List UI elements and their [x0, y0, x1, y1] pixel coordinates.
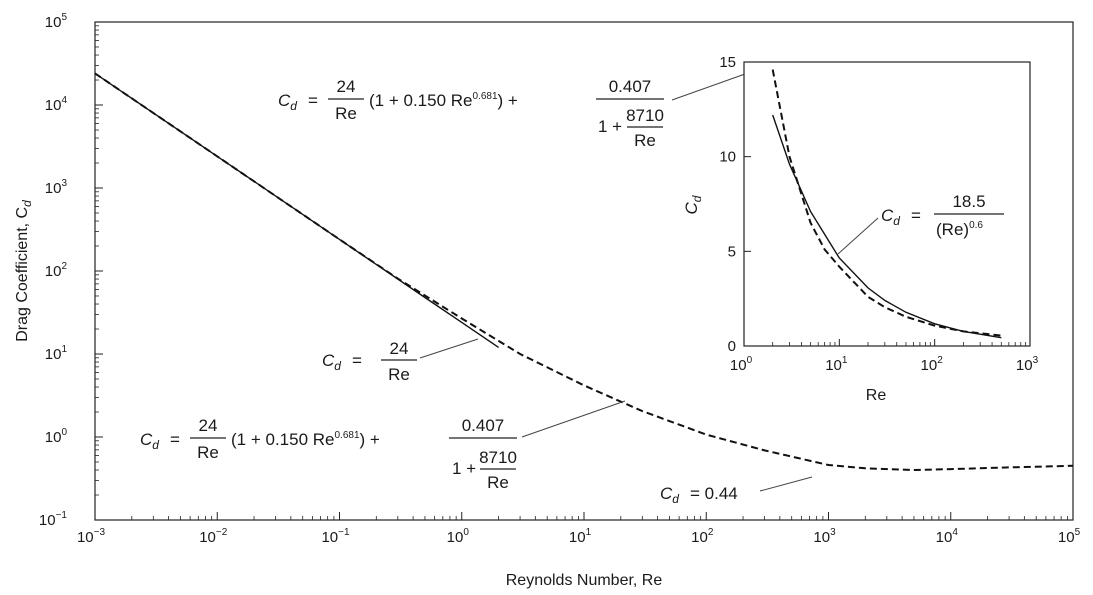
- main-y-tick-label: 101: [45, 344, 68, 363]
- annotation-correlation-num3: 8710: [479, 448, 517, 467]
- main-y-tick-label: 100: [45, 427, 68, 446]
- annotation-stokes-leader: [419, 338, 479, 359]
- main-series-group: [94, 72, 1074, 472]
- inset-y-tick-label: 15: [719, 54, 736, 71]
- main-y-tick-label: 103: [45, 178, 68, 197]
- main-x-tick-label: 105: [1058, 527, 1081, 546]
- annotation-correlation-term: (1 + 0.150 Re0.681) +: [231, 430, 380, 449]
- inset-x-tick-label: 101: [825, 355, 848, 374]
- inset-x-tick-label: 102: [921, 355, 944, 374]
- annotation-correlation-top-one-plus: 1 +: [598, 117, 622, 136]
- annotation-correlation-leader: [521, 400, 626, 438]
- annotation-inset-eq: =: [911, 206, 921, 225]
- annotation-correlation-cd: Cd: [140, 430, 159, 452]
- annotation-correlation-top-num: 24: [337, 77, 356, 96]
- annotation-inset-leader: [837, 217, 879, 255]
- annotation-correlation-num: 24: [199, 416, 218, 435]
- main-x-tick-label: 101: [569, 527, 592, 546]
- main-x-ticks: 10−3 10−2 10−1 100 101 102 103 104 105: [77, 512, 1081, 546]
- annotation-correlation-top-leader: [671, 73, 746, 101]
- inset-y-axis-label: Cd: [682, 195, 704, 214]
- inset-plot-frame: [743, 61, 1031, 347]
- annotation-inset-power-law: Cd = 18.5 (Re)0.6: [837, 192, 1004, 255]
- annotation-correlation-top-eq: =: [308, 91, 318, 110]
- inset-y-tick-label: 5: [728, 243, 736, 260]
- inset-x-ticks: 100 101 102 103: [730, 339, 1039, 374]
- annotation-inset-cd: Cd: [881, 206, 900, 228]
- inset-x-tick-label: 103: [1016, 355, 1039, 374]
- main-y-axis-label: Drag Coefficient, Cd: [14, 200, 34, 342]
- inset-series-solid-line: [772, 114, 1002, 339]
- annotation-newton-cd: Cd: [660, 484, 679, 506]
- annotation-inset-den: (Re)0.6: [936, 220, 983, 239]
- main-x-tick-label: 102: [691, 527, 714, 546]
- annotation-correlation-eq: =: [170, 430, 180, 449]
- annotation-correlation-top-num2: 0.407: [609, 77, 652, 96]
- main-x-tick-label: 104: [936, 527, 959, 546]
- inset-y-tick-label: 0: [728, 338, 736, 355]
- annotation-newton-leader: [759, 476, 813, 492]
- annotation-correlation-den3: Re: [487, 473, 509, 492]
- annotation-newton-eq: = 0.44: [690, 484, 738, 503]
- annotation-stokes-den: Re: [388, 365, 410, 384]
- annotation-correlation-top-cd: Cd: [278, 91, 297, 113]
- inset-y-tick-label: 10: [719, 149, 736, 166]
- inset-series-dashed-line: [771, 69, 1002, 337]
- main-y-tick-label: 102: [45, 261, 68, 280]
- main-x-tick-label: 10−2: [199, 527, 228, 546]
- main-x-tick-label: 10−1: [321, 527, 350, 546]
- inset-series-group: [771, 69, 1002, 339]
- main-y-ticks: 10−1 100 101 102 103 104 105: [39, 12, 103, 529]
- annotation-newton: Cd = 0.44: [660, 476, 813, 506]
- annotation-correlation-top-den3: Re: [634, 131, 656, 150]
- main-y-tick-label: 10−1: [39, 510, 68, 529]
- annotation-correlation-top-den: Re: [335, 104, 357, 123]
- main-y-axis-label-text: Drag Coefficient, C: [14, 207, 31, 342]
- main-x-tick-label: 100: [447, 527, 470, 546]
- inset-x-tick-label: 100: [730, 355, 753, 374]
- annotation-correlation-inset: Cd = 24 Re (1 + 0.150 Re0.681) + 0.407 1…: [278, 73, 746, 150]
- annotation-stokes-eq: =: [352, 351, 362, 370]
- annotation-correlation-num2: 0.407: [462, 416, 505, 435]
- main-series-dashed-line: [94, 72, 1074, 472]
- annotation-correlation-den: Re: [197, 443, 219, 462]
- main-y-axis-label-sub: d: [20, 200, 34, 207]
- annotation-correlation-one-plus: 1 +: [452, 459, 476, 478]
- inset-y-ticks: 0 5 10 15: [719, 54, 751, 355]
- annotation-correlation-top-term: (1 + 0.150 Re0.681) +: [369, 91, 518, 110]
- annotation-correlation-top-num3: 8710: [626, 106, 664, 125]
- annotation-stokes-cd: Cd: [322, 351, 341, 373]
- annotation-stokes: Cd = 24 Re: [322, 338, 479, 384]
- main-x-tick-label: 103: [813, 527, 836, 546]
- main-x-tick-label: 10−3: [77, 527, 106, 546]
- main-y-tick-label: 105: [45, 12, 68, 31]
- annotation-correlation-main: Cd = 24 Re (1 + 0.150 Re0.681) + 0.407 1…: [140, 400, 626, 492]
- annotation-stokes-num: 24: [390, 339, 409, 358]
- annotation-inset-num: 18.5: [952, 192, 985, 211]
- inset-x-axis-label: Re: [866, 387, 887, 404]
- main-y-tick-label: 104: [45, 95, 68, 114]
- main-x-axis-label: Reynolds Number, Re: [506, 572, 663, 589]
